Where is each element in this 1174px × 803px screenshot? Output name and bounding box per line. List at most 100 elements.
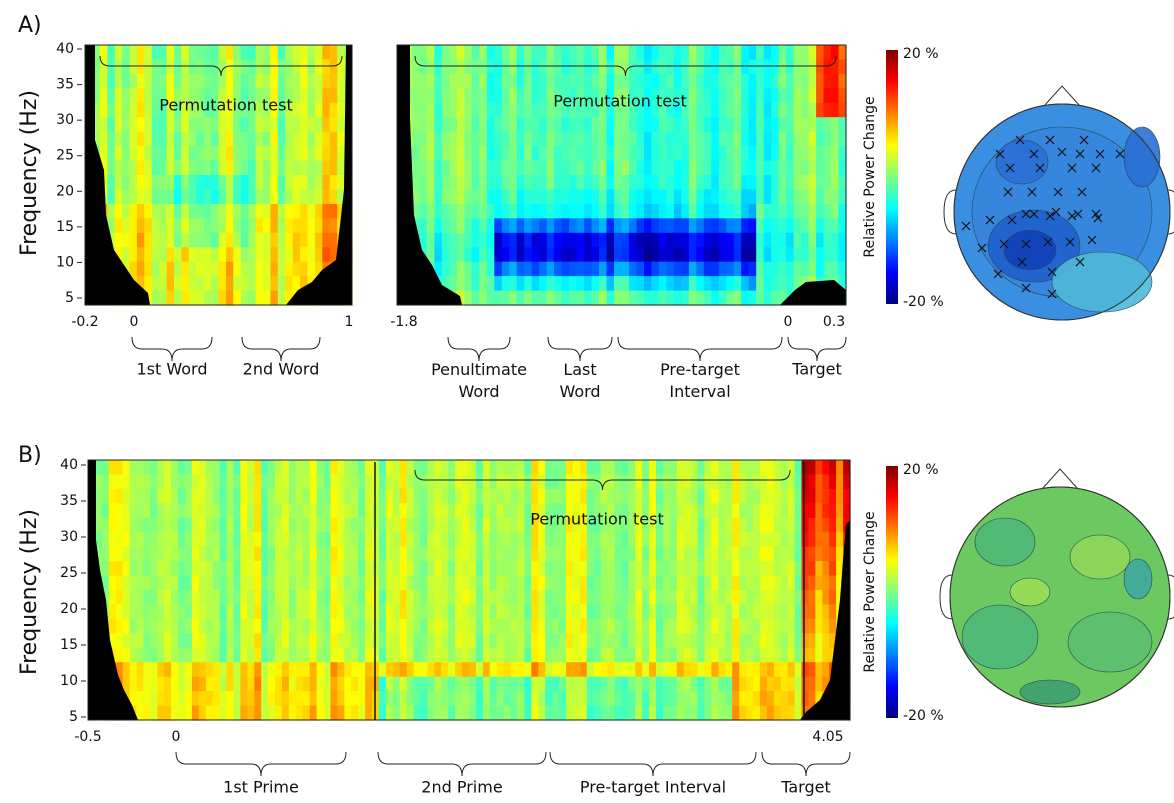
- heatmap-cell: [554, 161, 562, 176]
- heatmap-cell: [310, 518, 318, 533]
- heatmap-cell: [479, 161, 487, 176]
- heatmap-cell: [268, 633, 276, 648]
- heatmap-cell: [204, 233, 212, 248]
- heatmap-cell: [137, 503, 145, 518]
- heatmap-cell: [756, 74, 764, 89]
- heatmap-cell: [171, 518, 179, 533]
- heatmap-cell: [822, 518, 830, 533]
- heatmap-cell: [337, 648, 345, 663]
- heatmap-cell: [393, 691, 401, 706]
- heatmap-cell: [479, 59, 487, 74]
- heatmap-cell: [109, 460, 117, 475]
- heatmap-cell: [427, 103, 435, 118]
- heatmap-cell: [211, 204, 219, 219]
- heatmap-cell: [781, 518, 789, 533]
- heatmap-cell: [531, 662, 539, 677]
- heatmap-cell: [181, 132, 189, 147]
- heatmap-cell: [234, 576, 242, 591]
- heatmap-cell: [427, 691, 435, 706]
- heatmap-cell: [552, 691, 560, 706]
- heatmap-cell: [344, 474, 352, 489]
- heatmap-cell: [487, 103, 495, 118]
- heatmap-cell: [637, 276, 645, 291]
- heatmap-cell: [268, 474, 276, 489]
- heatmap-cell: [185, 604, 193, 619]
- heatmap-cell: [674, 74, 682, 89]
- heatmap-cell: [457, 59, 465, 74]
- heatmap-cell: [705, 691, 713, 706]
- heatmap-cell: [167, 218, 175, 233]
- heatmap-cell: [497, 518, 505, 533]
- heatmap-cell: [256, 117, 264, 132]
- heatmap-cell: [324, 590, 332, 605]
- heatmap-cell: [143, 503, 151, 518]
- heatmap-cell: [494, 161, 502, 176]
- heatmap-cell: [441, 460, 449, 475]
- heatmap-cell: [330, 146, 338, 161]
- heatmap-cell: [386, 619, 394, 634]
- heatmap-cell: [174, 175, 182, 190]
- heatmap-cell: [400, 619, 408, 634]
- heatmap-cell: [689, 233, 697, 248]
- heatmap-cell: [185, 590, 193, 605]
- interval-label: 1st Word: [137, 360, 208, 379]
- heatmap-cell: [629, 161, 637, 176]
- heatmap-cell: [365, 619, 373, 634]
- heatmap-cell: [204, 74, 212, 89]
- heatmap-cell: [449, 233, 457, 248]
- heatmap-cell: [308, 103, 316, 118]
- heatmap-cell: [254, 489, 261, 504]
- heatmap-cell: [248, 59, 256, 74]
- heatmap-cell: [562, 276, 570, 291]
- heatmap-cell: [559, 489, 567, 504]
- heatmap-cell: [712, 590, 720, 605]
- heatmap-cell: [614, 146, 622, 161]
- heatmap-cell: [538, 547, 546, 562]
- heatmap-cell: [497, 474, 505, 489]
- heatmap-cell: [756, 233, 764, 248]
- heatmap-cell: [337, 460, 345, 475]
- heatmap-cell: [241, 59, 249, 74]
- heatmap-cell: [457, 132, 465, 147]
- heatmap-cell: [739, 633, 747, 648]
- heatmap-cell: [449, 103, 457, 118]
- heatmap-cell: [483, 518, 491, 533]
- heatmap-cell: [102, 489, 110, 504]
- heatmap-cell: [839, 262, 847, 277]
- heatmap-cell: [234, 677, 242, 692]
- heatmap-cell: [448, 489, 456, 504]
- heatmap-cell: [344, 532, 352, 547]
- heatmap-cell: [152, 132, 160, 147]
- heatmap-cell: [808, 633, 816, 648]
- heatmap-cell: [337, 146, 345, 161]
- heatmap-cell: [674, 262, 682, 277]
- heatmap-cell: [767, 576, 775, 591]
- heatmap-cell: [442, 59, 450, 74]
- heatmap-cell: [831, 103, 839, 118]
- heatmap-cell: [308, 262, 316, 277]
- heatmap-cell: [344, 561, 352, 576]
- heatmap-cell: [802, 604, 810, 619]
- heatmap-cell: [524, 74, 532, 89]
- heatmap-cell: [227, 518, 235, 533]
- heatmap-cell: [607, 161, 615, 176]
- heatmap-cell: [569, 291, 577, 306]
- heatmap-cell: [464, 59, 472, 74]
- heatmap-cell: [580, 547, 588, 562]
- heatmap-cell: [831, 189, 839, 204]
- heatmap-cell: [233, 74, 241, 89]
- heatmap-cell: [116, 460, 124, 475]
- heatmap-cell: [240, 619, 248, 634]
- heatmap-cell: [788, 619, 796, 634]
- heatmap-cell: [268, 691, 276, 706]
- heatmap-cell: [386, 460, 394, 475]
- heatmap-cell: [504, 648, 512, 663]
- heatmap-cell: [696, 132, 704, 147]
- heatmap-cell: [365, 677, 373, 692]
- heatmap-cell: [756, 59, 764, 74]
- heatmap-cell: [185, 677, 193, 692]
- heatmap-cell: [629, 291, 637, 306]
- heatmap-cell: [808, 590, 816, 605]
- heatmap-cell: [310, 706, 318, 721]
- heatmap-cell: [115, 74, 123, 89]
